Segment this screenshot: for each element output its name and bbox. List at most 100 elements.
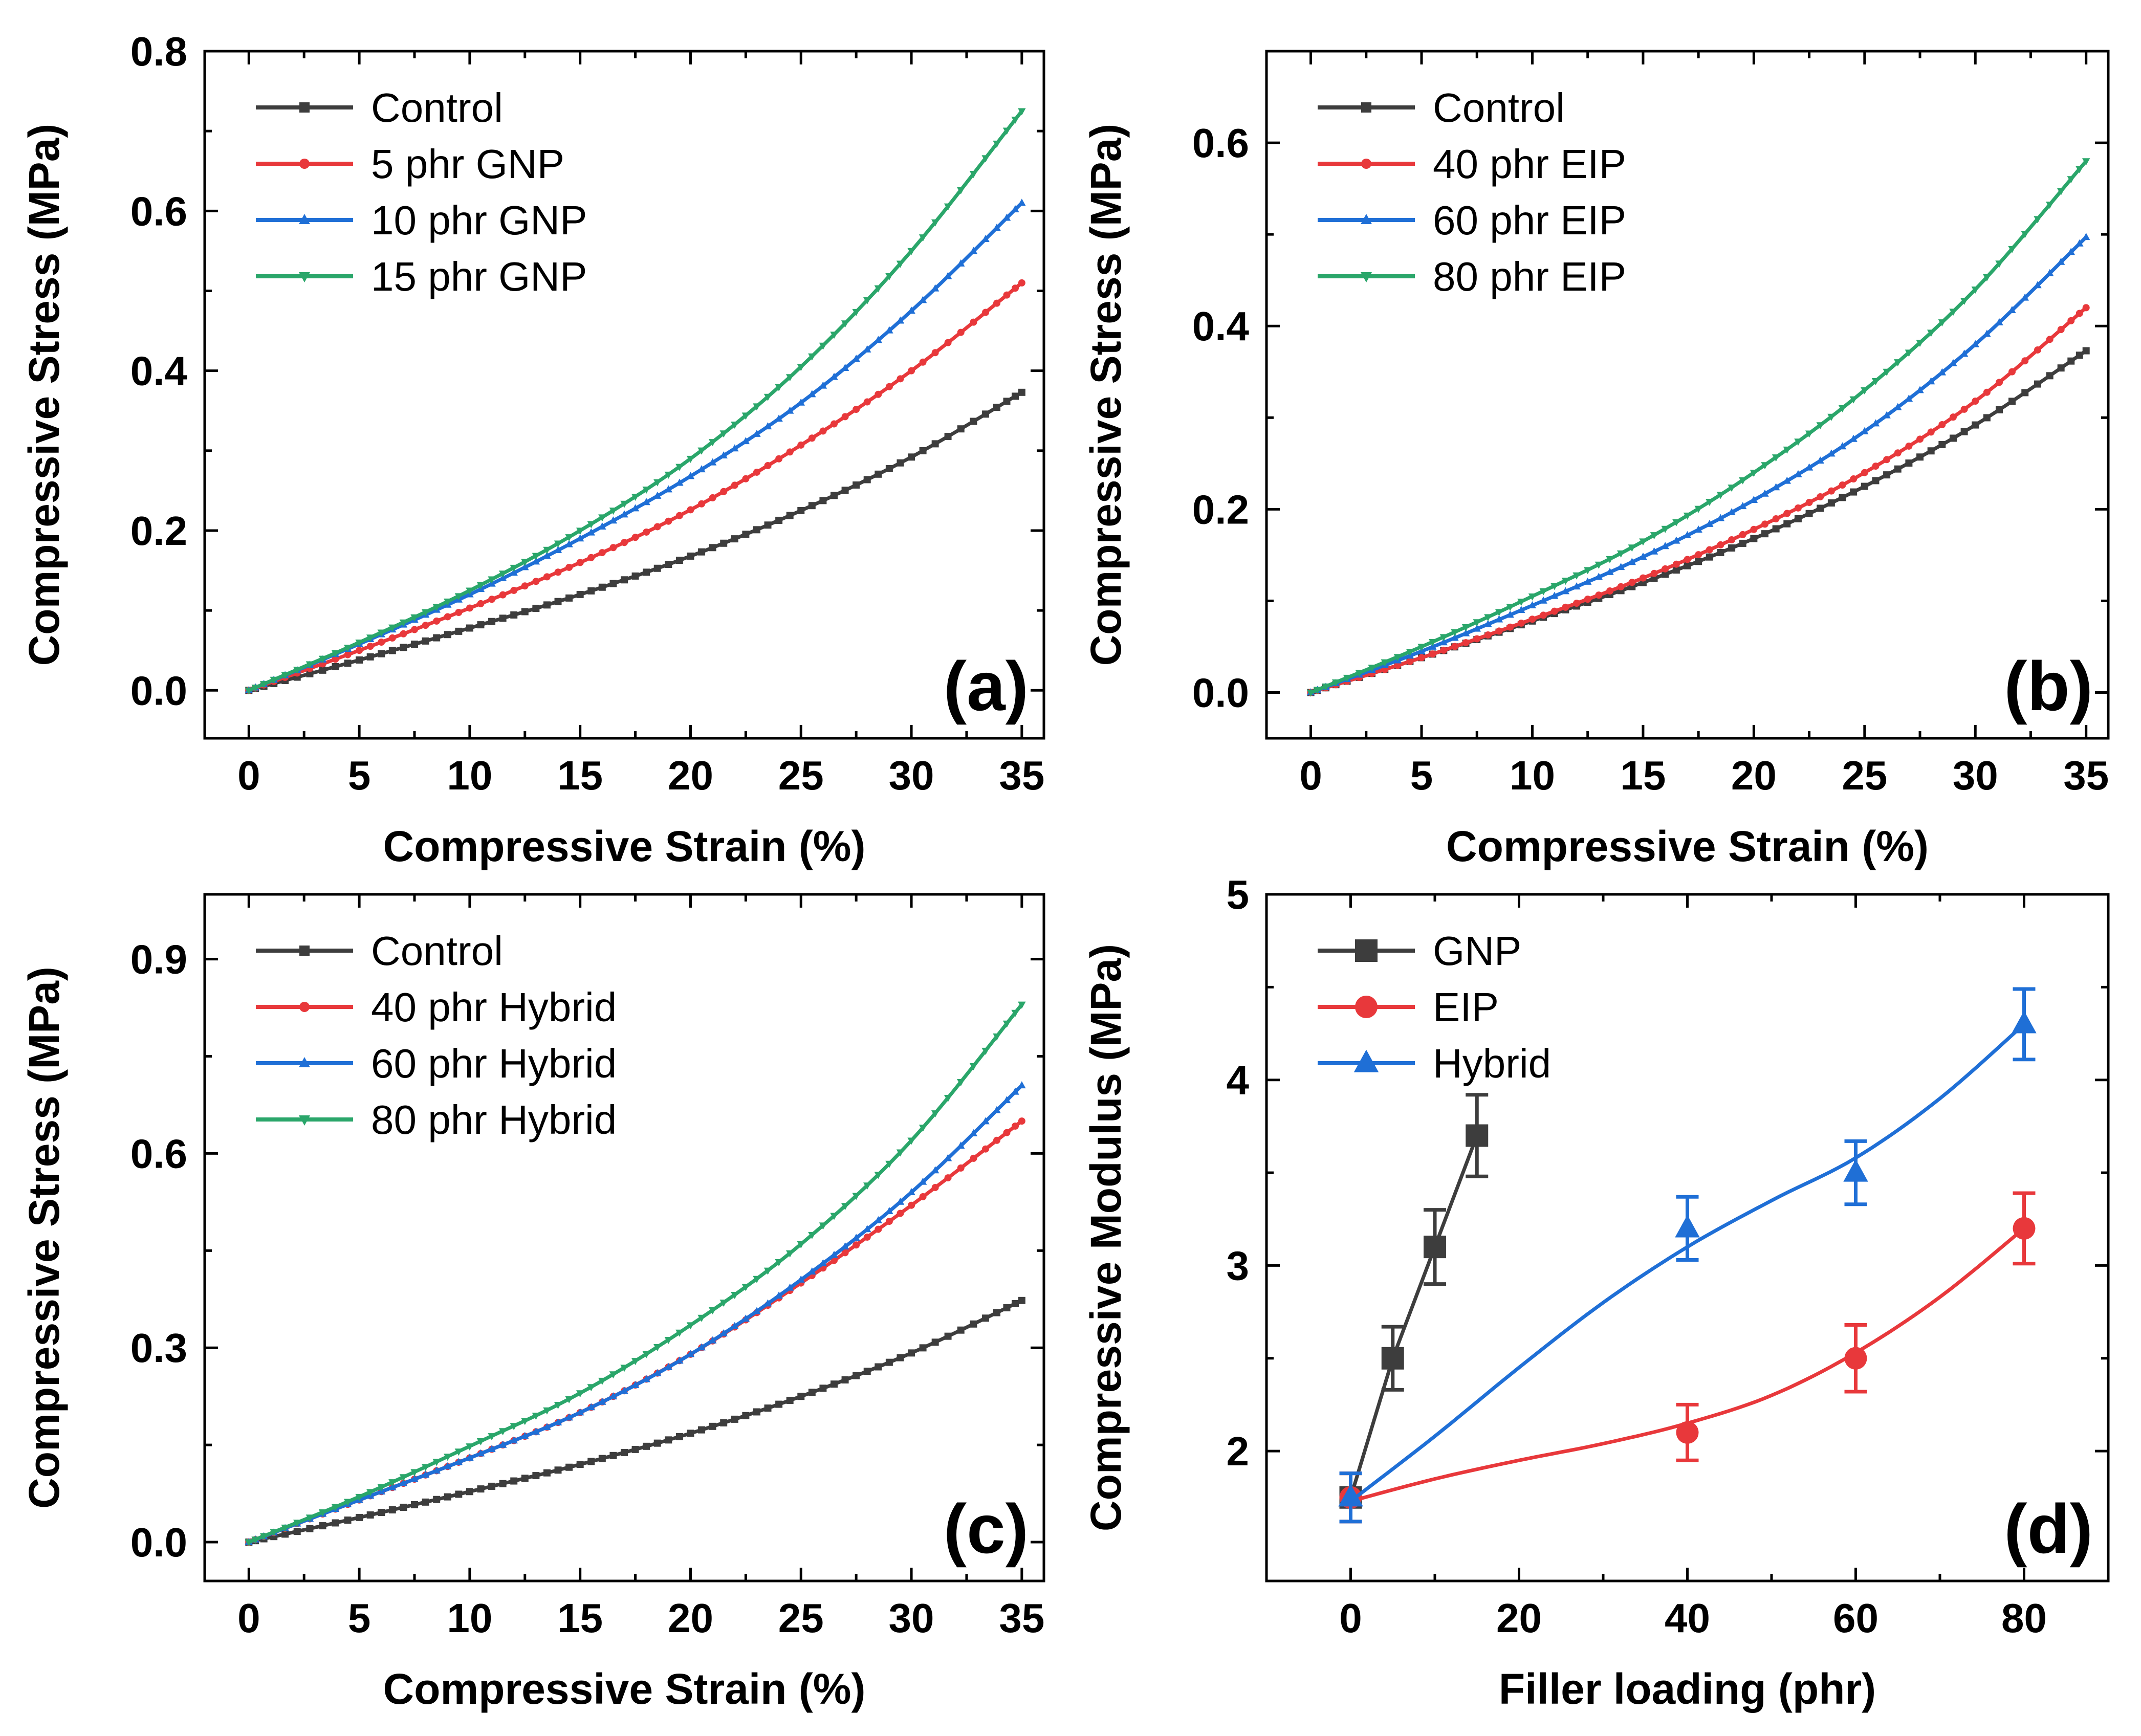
data-point [532, 1472, 540, 1480]
data-point [852, 1193, 860, 1200]
data-point [697, 447, 706, 455]
data-point [565, 563, 573, 571]
legend-marker [1361, 272, 1372, 282]
data-point [908, 453, 915, 461]
data-point [874, 285, 883, 293]
data-point [819, 342, 827, 350]
data-point [897, 1210, 904, 1217]
data-point [885, 1358, 893, 1366]
data-point [1916, 386, 1924, 393]
data-point [1750, 496, 1758, 503]
data-point [1338, 1484, 1363, 1507]
data-point [1573, 600, 1581, 607]
plot-frame [1265, 50, 2110, 740]
plot-frame [203, 893, 1045, 1583]
x-tick-label: 5 [1410, 753, 1433, 798]
legend-label: 15 phr GNP [371, 254, 587, 299]
data-point [819, 497, 827, 504]
data-point [841, 363, 849, 371]
data-point [665, 1436, 672, 1444]
data-point [643, 568, 650, 576]
data-point [944, 432, 952, 440]
data-point [587, 587, 595, 595]
data-point [1406, 657, 1414, 665]
data-point [1695, 558, 1702, 565]
data-point [1872, 477, 1880, 485]
data-point [1949, 413, 1957, 421]
data-point [831, 420, 838, 428]
data-point [830, 372, 838, 380]
data-point [753, 403, 761, 411]
data-point [993, 404, 1000, 411]
data-point [944, 1095, 952, 1103]
data-point [982, 1145, 990, 1153]
data-point [841, 487, 849, 494]
data-point [343, 1499, 352, 1506]
legend-marker [299, 102, 310, 113]
data-point [532, 553, 540, 560]
data-point [885, 383, 893, 390]
data-point [957, 1326, 965, 1334]
data-point [543, 1407, 551, 1415]
data-point [897, 375, 904, 383]
data-point [344, 1517, 352, 1524]
y-axis-title: Compressive Modulus (MPa) [1082, 944, 1130, 1531]
data-point [853, 1372, 860, 1379]
data-point [797, 507, 805, 514]
data-point [466, 624, 473, 632]
data-point [2046, 336, 2053, 343]
data-point [587, 521, 595, 529]
data-point [981, 234, 990, 242]
data-point [1861, 469, 1868, 476]
data-point [896, 1149, 905, 1157]
data-point [1861, 482, 1868, 490]
data-point [1003, 1129, 1011, 1136]
data-point [1676, 1421, 1699, 1444]
data-point [1816, 456, 1824, 464]
data-point [719, 430, 728, 438]
data-point [388, 624, 397, 632]
data-point [1506, 623, 1514, 631]
data-point [742, 1412, 750, 1419]
data-point [476, 1449, 485, 1457]
data-point [2057, 364, 2065, 372]
data-point [957, 187, 965, 194]
data-point [1816, 422, 1824, 430]
data-point [919, 447, 927, 454]
data-point [1517, 606, 1525, 613]
data-point [931, 1110, 940, 1118]
data-point [1003, 1304, 1011, 1312]
data-point [1838, 405, 1847, 412]
data-point [643, 1442, 650, 1450]
data-point [852, 1234, 860, 1241]
data-point [1761, 530, 1769, 538]
data-point [488, 596, 496, 603]
data-point [944, 339, 952, 346]
data-point [1012, 1122, 1019, 1130]
x-tick-label: 30 [889, 1595, 934, 1641]
data-point [576, 1390, 584, 1398]
data-point [709, 1422, 716, 1430]
data-point [510, 1436, 518, 1444]
data-point [356, 1513, 363, 1521]
data-point [1849, 434, 1858, 442]
x-tick-label: 0 [237, 753, 260, 798]
data-point [1750, 525, 1758, 533]
data-point [2046, 372, 2053, 380]
data-point [1662, 565, 1669, 573]
data-point [897, 459, 904, 467]
data-point [1995, 260, 2003, 268]
data-point [907, 1137, 915, 1145]
data-point [907, 248, 915, 255]
data-point [720, 488, 728, 495]
data-point [343, 645, 352, 652]
legend-label: 60 phr Hybrid [371, 1041, 617, 1086]
data-point [675, 512, 683, 519]
data-point [1983, 274, 1991, 281]
data-point [411, 641, 418, 648]
data-point [510, 1477, 518, 1485]
data-point [1960, 428, 1968, 435]
data-point [957, 259, 965, 267]
data-point [957, 328, 965, 336]
